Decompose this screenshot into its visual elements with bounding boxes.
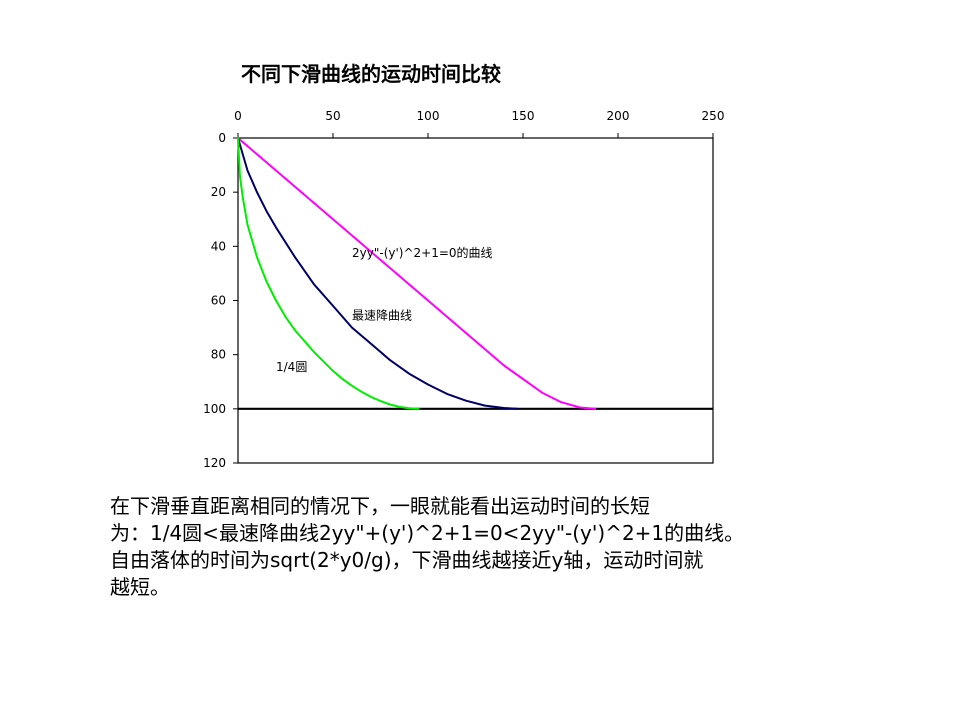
- y-tick-label-1: 20: [211, 185, 226, 199]
- x-tick-label-3: 150: [512, 109, 535, 123]
- caption-line-3: 自由落体的时间为sqrt(2*y0/g)，下滑曲线越接近y轴，运动时间就: [110, 548, 704, 572]
- annotation-2: 1/4圆: [276, 360, 307, 374]
- x-tick-label-1: 50: [325, 109, 340, 123]
- caption-line-2: 为：1/4圆<最速降曲线2yy"+(y')^2+1=0<2yy"-(y')^2+…: [110, 521, 745, 545]
- annotation-1: 最速降曲线: [352, 308, 412, 322]
- series-line-0: [237, 137, 597, 410]
- chart-title: 不同下滑曲线的运动时间比较: [241, 62, 501, 86]
- x-tick-label-4: 200: [607, 109, 630, 123]
- x-tick-label-2: 100: [417, 109, 440, 123]
- y-tick-label-6: 120: [203, 456, 226, 470]
- y-tick-label-4: 80: [211, 348, 226, 362]
- y-tick-label-0: 0: [218, 131, 226, 145]
- y-tick-label-3: 60: [211, 294, 226, 308]
- plot-frame: [237, 137, 714, 464]
- caption-line-4: 越短。: [110, 575, 170, 599]
- y-tick-label-2: 40: [211, 239, 226, 253]
- annotation-0: 2yy"-(y')^2+1=0的曲线: [352, 245, 493, 260]
- x-tick-label-5: 250: [702, 109, 725, 123]
- caption: 在下滑垂直距离相同的情况下，一眼就能看出运动时间的长短 为：1/4圆<最速降曲线…: [110, 493, 830, 601]
- series-line-1: [237, 137, 519, 410]
- x-tick-label-0: 0: [234, 109, 242, 123]
- series-line-2: [237, 137, 420, 410]
- caption-line-1: 在下滑垂直距离相同的情况下，一眼就能看出运动时间的长短: [110, 494, 650, 518]
- y-tick-label-5: 100: [203, 402, 226, 416]
